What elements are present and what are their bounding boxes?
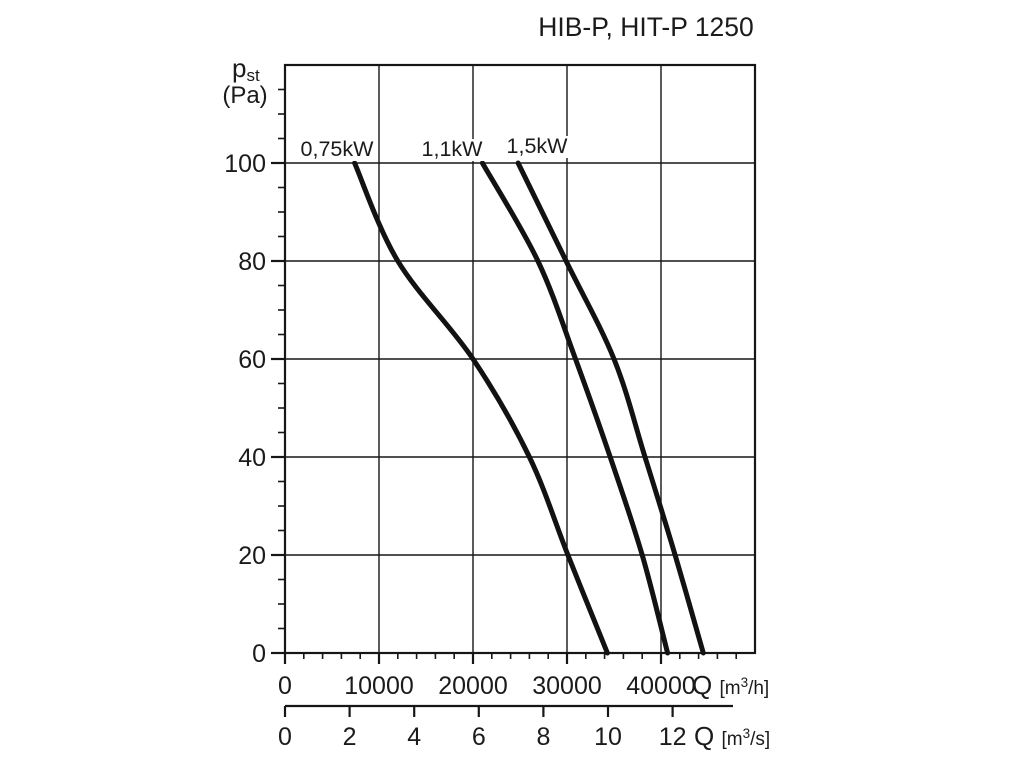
x-axis-m3h-tick-label: 0 (278, 672, 292, 700)
x-axis-m3s-tick-label: 2 (343, 723, 357, 751)
unit-sup: 3 (743, 726, 751, 741)
x-axis-m3h-tick-label: 10000 (344, 672, 414, 700)
unit-q: Q (692, 670, 719, 700)
x-axis-m3s-tick-label: 10 (594, 723, 622, 751)
y-axis-unit-label: pst (232, 53, 260, 85)
y-axis-tick-label: 80 (238, 248, 266, 276)
x-axis-m3s-tick-label: 4 (407, 723, 421, 751)
x-axis-m3s-tick-label: 8 (536, 723, 550, 751)
unit-q: Q (694, 721, 721, 751)
x-axis-m3s-tick-label: 6 (472, 723, 486, 751)
series-label-bg-1-5kw (503, 136, 572, 158)
x-axis-m3h-tick-label: 40000 (626, 672, 696, 700)
y-axis-unit-pa: (Pa) (222, 82, 267, 109)
y-axis-tick-label: 40 (238, 444, 266, 472)
curve-1-5kw (515, 160, 706, 656)
x-axis-m3h-tick-label: 30000 (532, 672, 602, 700)
x-axis-m3s-tick-label: 0 (278, 723, 292, 751)
unit-post: /h] (748, 678, 769, 699)
series-label-bg-1-1kw (418, 139, 487, 161)
y-axis-tick-label: 100 (224, 150, 266, 178)
x-axis-m3s-unit-label: Q [m3/s] (694, 721, 770, 751)
x-axis-m3h-tick-label: 20000 (438, 672, 508, 700)
y-unit-main: p (232, 53, 246, 83)
series-label-1-1kw: 1,1kW (422, 137, 484, 161)
chart-title: HIB-P, HIT-P 1250 (538, 12, 754, 42)
series-label-1-5kw: 1,5kW (507, 134, 569, 158)
unit-pre: [m (719, 678, 740, 699)
unit-sup: 3 (741, 675, 749, 690)
x-axis-m3s-tick-label: 12 (659, 723, 687, 751)
series-label-0-75kw: 0,75kW (301, 137, 375, 161)
unit-post: /s] (750, 729, 770, 750)
curve-1-1kw (479, 160, 671, 656)
series-label-bg-0-75kw (297, 139, 378, 161)
y-axis-tick-label: 60 (238, 346, 266, 374)
x-axis-m3h-unit-label: Q [m3/h] (692, 670, 769, 700)
y-axis-tick-label: 0 (252, 640, 266, 668)
y-axis-tick-label: 20 (238, 542, 266, 570)
curve-0-75kw (352, 160, 610, 656)
unit-pre: [m (721, 729, 742, 750)
y-unit-sub: st (246, 66, 260, 85)
